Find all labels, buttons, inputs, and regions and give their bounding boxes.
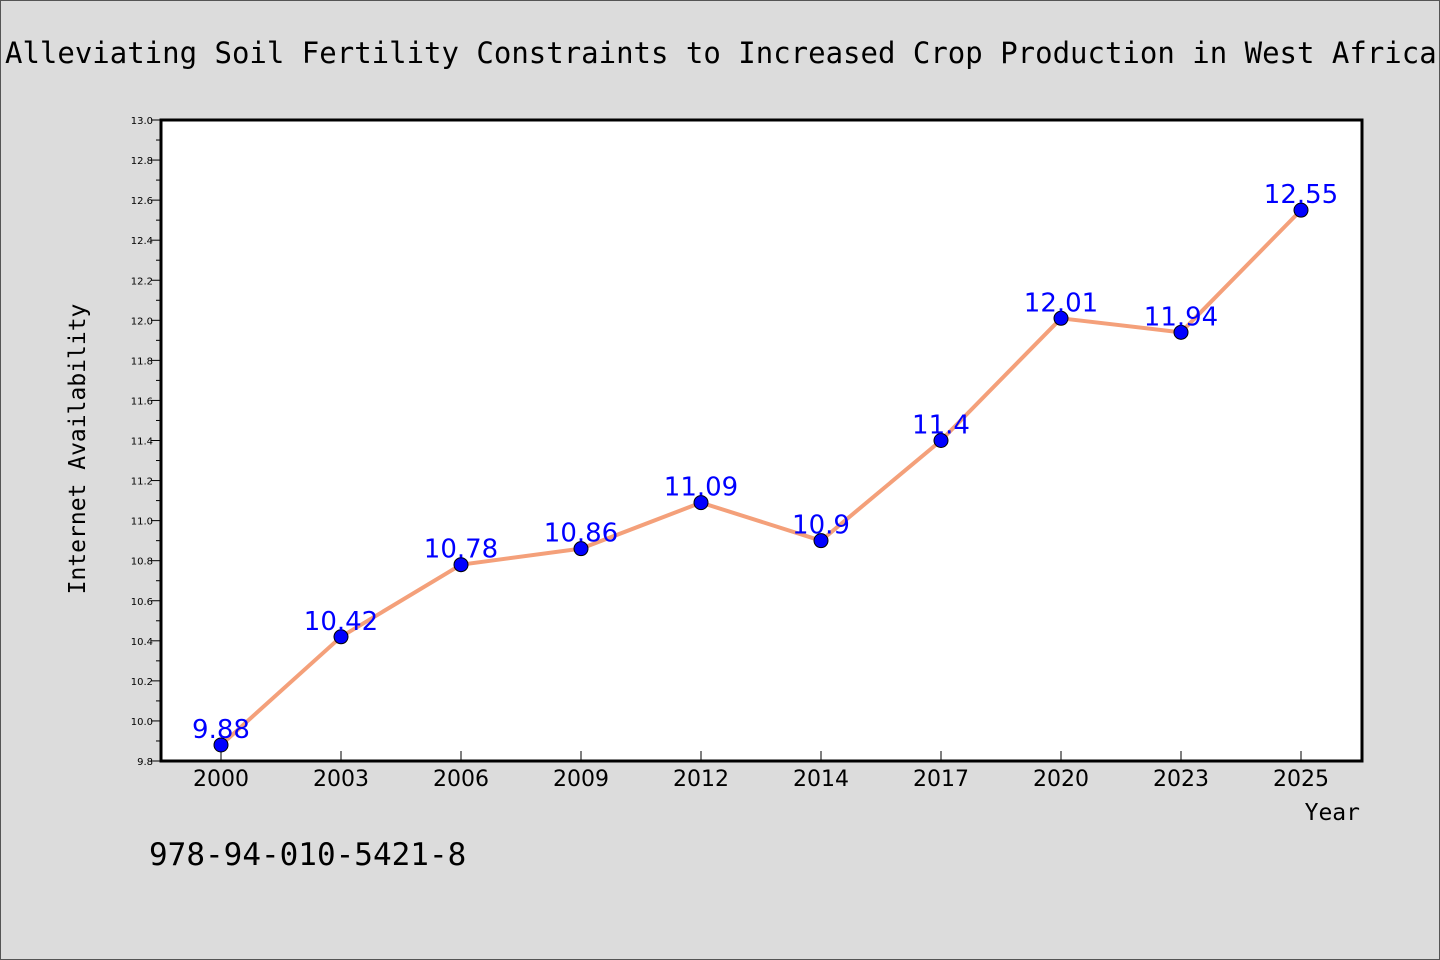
data-point-marker xyxy=(1293,202,1309,218)
data-point-marker xyxy=(213,737,229,753)
y-tick-label: 11.8 xyxy=(131,356,153,367)
data-point-label: 11.94 xyxy=(1144,302,1218,332)
y-tick-label: 12.4 xyxy=(131,236,153,247)
x-tick-label: 2009 xyxy=(553,767,609,792)
data-point-marker xyxy=(333,629,349,645)
data-point-label: 10.42 xyxy=(304,607,378,637)
series-line-segment xyxy=(1179,208,1303,335)
series-line-segment xyxy=(1059,316,1183,335)
data-point-label: 12.55 xyxy=(1264,180,1338,210)
y-tick-label: 11.4 xyxy=(131,437,153,448)
x-tick-label: 2006 xyxy=(433,767,489,792)
x-tick-label: 2000 xyxy=(193,767,249,792)
data-point-marker xyxy=(1053,310,1069,326)
plot-area xyxy=(161,120,1362,761)
x-tick-label: 2003 xyxy=(313,767,369,792)
data-point-marker xyxy=(453,557,469,573)
x-tick-label: 2012 xyxy=(673,767,729,792)
series-line-segment xyxy=(459,546,583,567)
y-tick-label: 9.8 xyxy=(137,757,153,768)
y-tick-label: 12.8 xyxy=(131,156,153,167)
data-point-marker xyxy=(573,541,589,557)
y-tick-label: 11.2 xyxy=(131,477,153,488)
x-tick-label: 2023 xyxy=(1153,767,1209,792)
x-tick-label: 2014 xyxy=(793,767,849,792)
chart-title: Alleviating Soil Fertility Constraints t… xyxy=(5,36,1437,70)
y-tick-label: 10.4 xyxy=(131,637,153,648)
y-tick-label: 13.0 xyxy=(131,116,153,127)
series-markers xyxy=(213,202,1309,753)
data-point-label: 10.86 xyxy=(544,519,618,549)
y-tick-label: 11.6 xyxy=(131,396,153,407)
isbn-text: 978-94-010-5421-8 xyxy=(149,837,466,873)
x-axis-ticks: 2000 2003 2006 2009 2012 2014 2017 2020 2023 2025 xyxy=(193,751,1329,792)
y-tick-label: 12.0 xyxy=(131,316,153,327)
x-axis-label: Year xyxy=(1305,800,1360,826)
plot-frame xyxy=(159,118,1364,763)
y-tick-label: 10.2 xyxy=(131,677,153,688)
data-point-marker xyxy=(933,433,949,448)
y-axis-ticks: 9.8 10.0 10.2 10.4 10.6 10.8 11.0 11.2 11.4 11.6 1… xyxy=(131,116,161,768)
x-tick-label: 2025 xyxy=(1273,767,1329,792)
data-point-label: 12.01 xyxy=(1024,288,1098,318)
data-point-label: 10.9 xyxy=(792,511,850,541)
series-lines xyxy=(219,208,1303,747)
series-line-segment xyxy=(579,500,703,551)
data-point-label: 11.4 xyxy=(912,411,970,441)
series-line-segment xyxy=(219,634,343,747)
y-tick-label: 12.2 xyxy=(131,276,153,287)
data-point-marker xyxy=(813,533,829,549)
y-tick-label: 10.8 xyxy=(131,557,153,568)
y-tick-label: 10.6 xyxy=(131,597,153,608)
y-tick-label: 11.0 xyxy=(131,517,153,528)
series-line-segment xyxy=(939,316,1063,443)
data-point-label: 11.09 xyxy=(664,473,738,503)
series-line-segment xyxy=(339,562,463,639)
data-point-marker xyxy=(693,495,709,511)
data-point-marker xyxy=(1173,324,1189,340)
data-point-label: 9.88 xyxy=(192,715,250,745)
series-line-segment xyxy=(699,500,823,543)
y-tick-label: 10.0 xyxy=(131,717,153,728)
data-point-label: 10.78 xyxy=(424,535,498,565)
x-tick-label: 2020 xyxy=(1033,767,1089,792)
data-labels: 9.88 10.42 10.78 10.86 11.09 10.9 11.4 12.01 11.… xyxy=(192,180,1338,745)
series-line-segment xyxy=(819,438,943,543)
x-tick-label: 2017 xyxy=(913,767,969,792)
y-tick-label: 12.6 xyxy=(131,196,153,207)
y-axis-label: Internet Availability xyxy=(65,304,91,595)
